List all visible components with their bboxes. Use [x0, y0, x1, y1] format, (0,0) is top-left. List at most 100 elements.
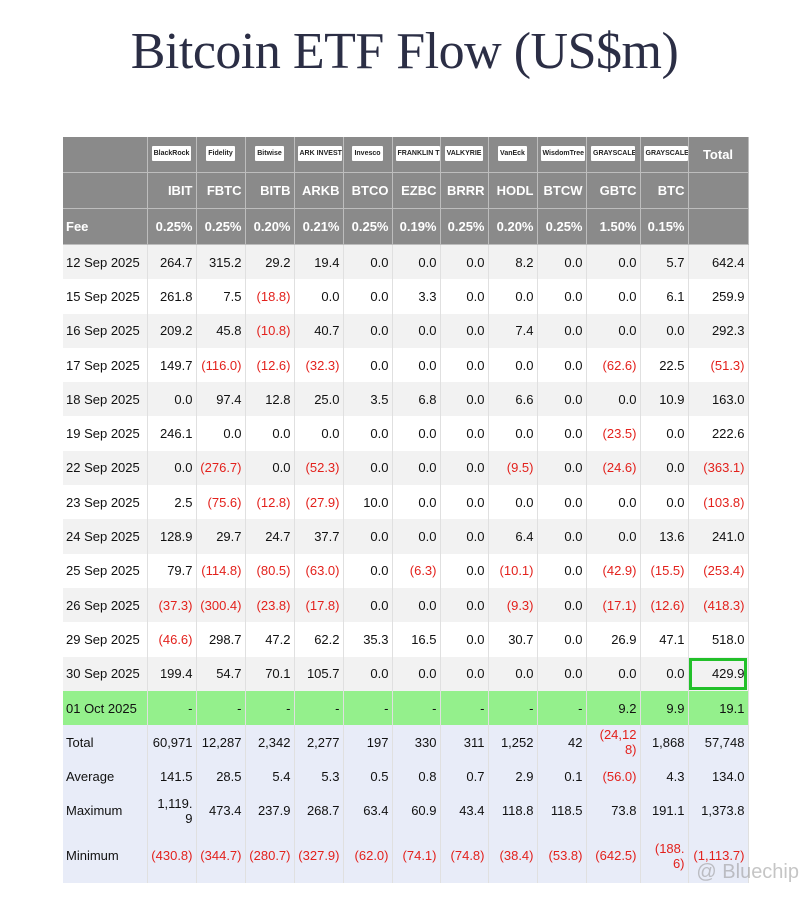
value-cell: (17.1): [586, 587, 641, 623]
value-cell: (23.8): [245, 587, 295, 623]
logo-cell: GRAYSCALE: [586, 137, 641, 173]
value-cell: 1,868: [640, 725, 689, 760]
value-cell: 222.6: [688, 416, 749, 451]
value-cell: 237.9: [245, 793, 295, 829]
value-cell: (18.8): [245, 279, 295, 314]
logo-cell: VanEck: [488, 137, 538, 173]
data-row: 23 Sep 2025 2.5 (75.6) (12.8) (27.9) 10.0 0.0 0…: [63, 485, 749, 520]
value-cell: 45.8: [196, 313, 246, 348]
logo-cell: FRANKLIN TEMPLETON: [392, 137, 441, 173]
watermark: @ Bluechip: [696, 861, 799, 883]
value-cell: 0.0: [343, 519, 393, 554]
value-cell: (74.1): [392, 828, 441, 884]
value-cell: 0.0: [343, 347, 393, 383]
value-cell: 79.7: [147, 553, 197, 588]
value-cell: 3.5: [343, 382, 393, 417]
fee: 1.50%: [586, 208, 641, 245]
value-cell: 315.2: [196, 244, 246, 280]
value-cell: 19.1: [688, 690, 749, 726]
value-cell: 30.7: [488, 622, 538, 657]
value-cell: 0.0: [440, 382, 489, 417]
value-cell: (276.7): [196, 450, 246, 486]
value-cell: 0.0: [392, 587, 441, 623]
value-cell: (12.8): [245, 485, 295, 520]
summary-row: Total 60,971 12,287 2,342 2,277 197 330 311 1,25…: [63, 725, 749, 760]
value-cell: 298.7: [196, 622, 246, 657]
data-row: 17 Sep 2025 149.7 (116.0) (12.6) (32.3) 0.0 0.…: [63, 347, 749, 383]
value-cell: 0.0: [343, 553, 393, 588]
value-cell: 97.4: [196, 382, 246, 417]
value-cell: 0.0: [586, 656, 641, 691]
value-cell: 9.2: [586, 690, 641, 726]
value-cell: (23.5): [586, 416, 641, 451]
logo-cell: WisdomTree: [537, 137, 587, 173]
fund-logo: Fidelity: [206, 145, 235, 161]
fee: 0.20%: [245, 208, 295, 245]
value-cell: (253.4): [688, 553, 749, 588]
total-header: Total: [688, 137, 749, 173]
value-cell: 5.3: [294, 759, 344, 794]
data-row: 16 Sep 2025 209.2 45.8 (10.8) 40.7 0.0 0.0 0.0 7…: [63, 313, 749, 348]
value-cell: -: [392, 690, 441, 726]
value-cell: 0.0: [537, 313, 587, 348]
value-cell: 0.0: [586, 485, 641, 520]
value-cell: 10.0: [343, 485, 393, 520]
value-cell: (63.0): [294, 553, 344, 588]
value-cell: 0.0: [343, 656, 393, 691]
fund-logo: FRANKLIN TEMPLETON: [395, 145, 440, 161]
value-cell: 0.0: [392, 450, 441, 486]
value-cell: -: [147, 690, 197, 726]
value-cell: 0.0: [392, 416, 441, 451]
value-cell: 42: [537, 725, 587, 760]
value-cell: 0.0: [488, 416, 538, 451]
data-row: 19 Sep 2025 246.1 0.0 0.0 0.0 0.0 0.0 0.0 0.0 0.0…: [63, 416, 749, 451]
summary-row: Minimum (430.8) (344.7) (280.7) (327.9) (62.0…: [63, 828, 749, 884]
data-row: 18 Sep 2025 0.0 97.4 12.8 25.0 3.5 6.8 0.0 6.6 0.…: [63, 382, 749, 417]
row-label: 16 Sep 2025: [63, 313, 148, 348]
logo-cell: GRAYSCALE: [640, 137, 689, 173]
fund-logo: GRAYSCALE: [643, 145, 688, 161]
value-cell: 1,373.8: [688, 793, 749, 829]
value-cell: (32.3): [294, 347, 344, 383]
value-cell: 0.0: [147, 382, 197, 417]
value-cell: (363.1): [688, 450, 749, 486]
value-cell: (56.0): [586, 759, 641, 794]
value-cell: 0.0: [392, 485, 441, 520]
value-cell: 209.2: [147, 313, 197, 348]
value-cell: 60,971: [147, 725, 197, 760]
value-cell: 0.0: [440, 416, 489, 451]
value-cell: 191.1: [640, 793, 689, 829]
data-row: 12 Sep 2025 264.7 315.2 29.2 19.4 0.0 0.0 0.0 8.…: [63, 244, 749, 280]
value-cell: 70.1: [245, 656, 295, 691]
value-cell: 1,119.9: [147, 793, 197, 829]
value-cell: (300.4): [196, 587, 246, 623]
value-cell: 0.1: [537, 759, 587, 794]
value-cell: 163.0: [688, 382, 749, 417]
row-label: 26 Sep 2025: [63, 587, 148, 623]
value-cell: 429.9: [688, 656, 749, 691]
value-cell: 29.2: [245, 244, 295, 280]
value-cell: 6.8: [392, 382, 441, 417]
value-cell: 0.0: [440, 519, 489, 554]
fund-logo: VALKYRIE: [444, 145, 484, 161]
value-cell: (37.3): [147, 587, 197, 623]
value-cell: 2,277: [294, 725, 344, 760]
value-cell: 0.0: [537, 587, 587, 623]
value-cell: 0.0: [586, 244, 641, 280]
value-cell: -: [440, 690, 489, 726]
value-cell: 6.4: [488, 519, 538, 554]
value-cell: (62.6): [586, 347, 641, 383]
row-label: 23 Sep 2025: [63, 485, 148, 520]
value-cell: 149.7: [147, 347, 197, 383]
header-cell: [688, 172, 749, 209]
value-cell: 0.0: [488, 485, 538, 520]
value-cell: 128.9: [147, 519, 197, 554]
value-cell: 62.2: [294, 622, 344, 657]
logo-cell: Bitwise: [245, 137, 295, 173]
value-cell: 0.0: [537, 382, 587, 417]
value-cell: 0.0: [537, 519, 587, 554]
value-cell: 8.2: [488, 244, 538, 280]
header-cell: [688, 208, 749, 245]
value-cell: 2.9: [488, 759, 538, 794]
